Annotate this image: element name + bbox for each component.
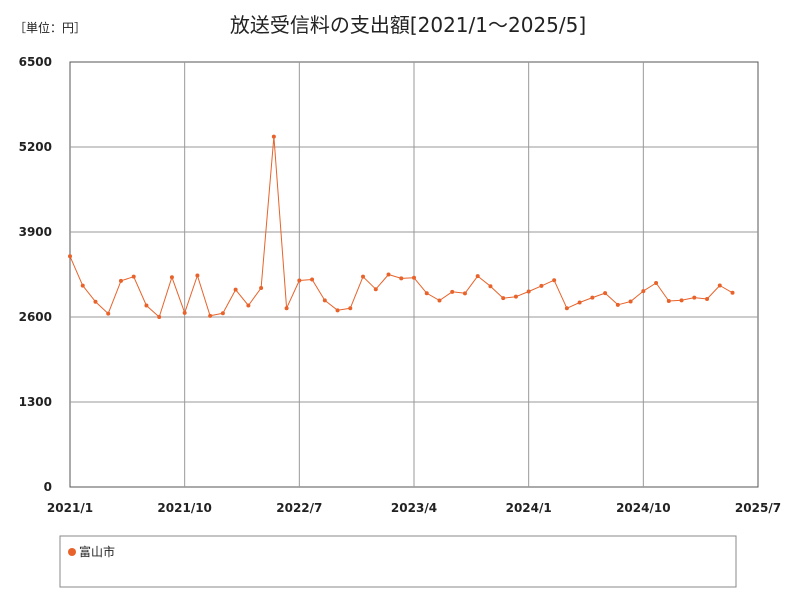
data-point xyxy=(297,278,302,283)
data-point xyxy=(271,134,276,139)
data-point xyxy=(361,274,366,279)
data-point xyxy=(233,287,238,292)
data-point xyxy=(590,295,595,300)
y-tick-label: 6500 xyxy=(19,55,52,69)
data-point xyxy=(93,299,98,304)
data-point xyxy=(577,300,582,305)
legend-label: 富山市 xyxy=(79,544,115,559)
data-point xyxy=(310,277,315,282)
grid xyxy=(70,62,758,487)
data-point xyxy=(424,291,429,296)
y-tick-label: 0 xyxy=(44,480,52,494)
data-point xyxy=(348,306,353,311)
x-tick-label: 2021/10 xyxy=(157,501,211,515)
data-point xyxy=(679,298,684,303)
y-tick-label: 5200 xyxy=(19,140,52,154)
x-tick-label: 2021/1 xyxy=(47,501,93,515)
data-point xyxy=(182,310,187,315)
data-point xyxy=(552,278,557,283)
x-tick-label: 2023/4 xyxy=(391,501,437,515)
data-point xyxy=(131,274,136,279)
data-point xyxy=(539,283,544,288)
x-tick-labels: 2021/1 2021/10 2022/7 2023/4 2024/1 2024/10 20… xyxy=(47,501,781,515)
x-tick-label: 2024/1 xyxy=(506,501,552,515)
chart-title: 放送受信料の支出額[2021/1～2025/5] xyxy=(230,13,586,37)
data-point xyxy=(654,281,659,285)
data-point xyxy=(475,274,480,279)
x-tick-label: 2025/7 xyxy=(735,501,781,515)
legend-frame xyxy=(59,535,737,588)
data-point xyxy=(169,275,174,280)
data-point xyxy=(80,283,85,288)
legend-marker xyxy=(68,548,76,556)
data-point xyxy=(195,273,200,278)
unit-label: ［単位：円］ xyxy=(14,20,86,35)
data-point xyxy=(437,298,442,303)
data-point xyxy=(246,303,251,308)
data-point xyxy=(488,284,493,289)
data-point xyxy=(373,287,378,292)
data-point xyxy=(335,308,340,313)
data-point xyxy=(157,315,162,319)
y-tick-label: 3900 xyxy=(19,225,52,239)
data-point xyxy=(666,299,671,304)
legend: 富山市 xyxy=(68,544,115,559)
series-line xyxy=(68,134,735,319)
data-point xyxy=(513,294,518,299)
x-tick-label: 2024/10 xyxy=(616,501,670,515)
data-point xyxy=(106,311,111,316)
data-point xyxy=(450,289,455,294)
series-path xyxy=(69,136,733,318)
data-point xyxy=(220,311,225,316)
series-layer xyxy=(68,134,735,319)
data-point xyxy=(412,275,416,280)
data-point xyxy=(462,291,467,296)
data-point xyxy=(705,297,710,302)
legend-item: 富山市 xyxy=(68,544,115,559)
data-point xyxy=(526,289,531,294)
data-point xyxy=(118,278,123,283)
data-point xyxy=(501,296,506,301)
data-point xyxy=(641,289,646,294)
data-point xyxy=(628,299,633,304)
y-tick-labels: 0 1300 2600 3900 5200 6500 xyxy=(19,55,52,494)
data-point xyxy=(322,298,327,303)
data-point xyxy=(386,272,391,277)
data-point xyxy=(208,313,213,318)
data-point xyxy=(603,291,608,296)
data-point xyxy=(68,254,72,259)
y-tick-label: 1300 xyxy=(19,395,52,409)
data-point xyxy=(284,306,289,311)
data-point xyxy=(730,290,735,295)
data-point xyxy=(399,276,404,281)
data-point xyxy=(692,295,697,300)
data-point xyxy=(717,283,722,288)
data-point xyxy=(615,302,620,307)
x-tick-label: 2022/7 xyxy=(276,501,322,515)
data-point xyxy=(144,303,149,308)
y-tick-label: 2600 xyxy=(19,310,52,324)
data-point xyxy=(564,306,569,311)
data-point xyxy=(259,285,264,290)
